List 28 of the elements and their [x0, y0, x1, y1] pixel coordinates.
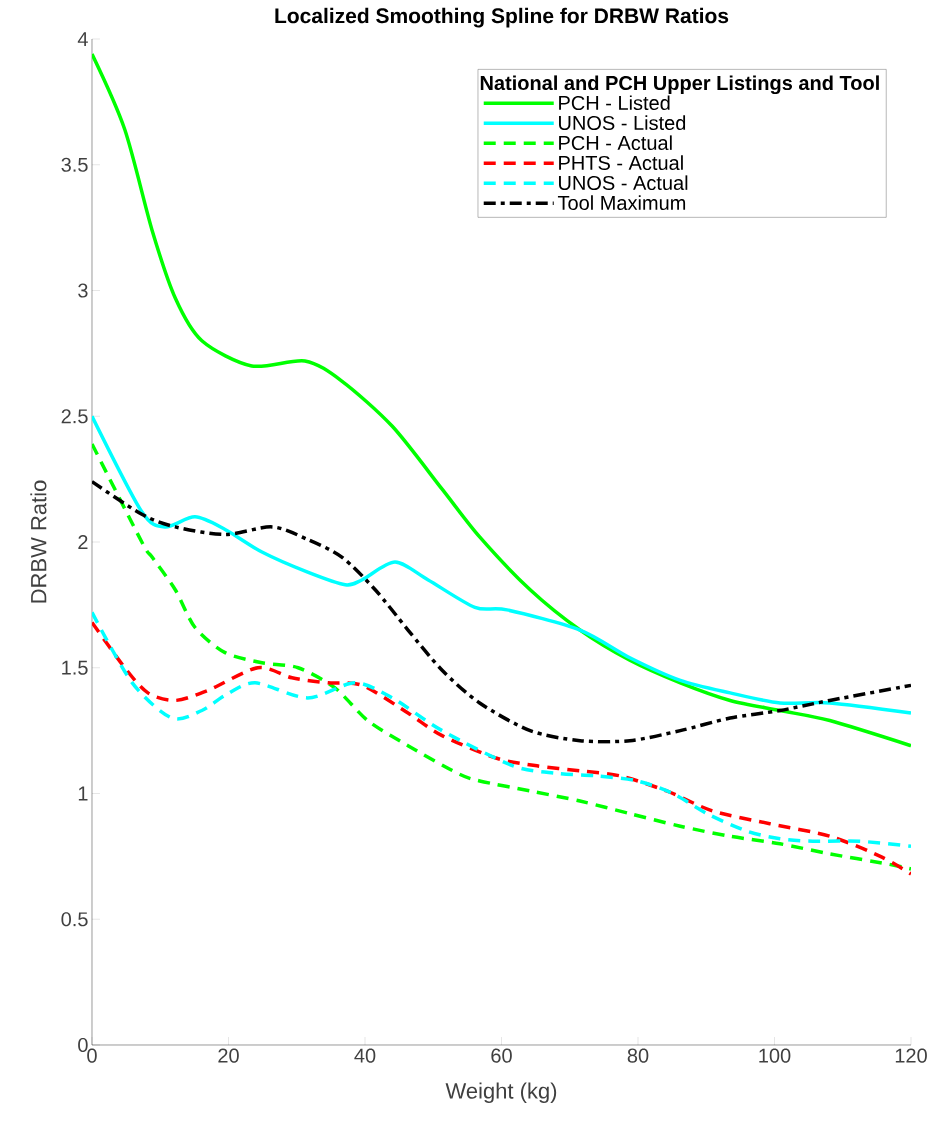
legend-label: PCH - Actual: [559, 135, 672, 151]
x-tick-label: 100: [759, 1048, 791, 1063]
legend-label: UNOS - Listed: [559, 115, 686, 131]
y-tick-label: 4: [77, 32, 88, 46]
x-tick-label: 40: [354, 1048, 376, 1063]
legend-label: Tool Maximum: [557, 195, 686, 211]
y-tick-label: 3.5: [61, 157, 88, 172]
x-tick-label: 80: [627, 1048, 649, 1063]
chart-title: Localized Smoothing Spline for DRBW Ratios: [275, 7, 729, 28]
y-axis-title: DRBW Ratio: [30, 480, 47, 603]
x-tick-label: 60: [491, 1048, 512, 1063]
legend-label: PCH - Listed: [559, 95, 670, 111]
line-series: [92, 442, 912, 871]
y-tick-label: 0.5: [61, 912, 88, 927]
line-series: [92, 414, 912, 715]
y-tick-label: 2: [78, 535, 88, 549]
legend-label: PHTS - Actual: [559, 155, 683, 171]
x-axis-title: Weight (kg): [445, 1082, 557, 1104]
x-tick-label: 20: [218, 1048, 239, 1063]
x-tick-label: 120: [895, 1048, 927, 1063]
legend-label: UNOS - Actual: [559, 175, 688, 191]
line-series: [92, 52, 912, 748]
legend-title: National and PCH Upper Listings and Tool: [480, 75, 879, 95]
y-tick-label: 0: [78, 1037, 88, 1053]
y-tick-label: 1: [78, 786, 88, 801]
y-tick-label: 1.5: [62, 660, 88, 675]
y-tick-label: 2.5: [61, 409, 88, 424]
y-tick-label: 3: [78, 283, 88, 298]
